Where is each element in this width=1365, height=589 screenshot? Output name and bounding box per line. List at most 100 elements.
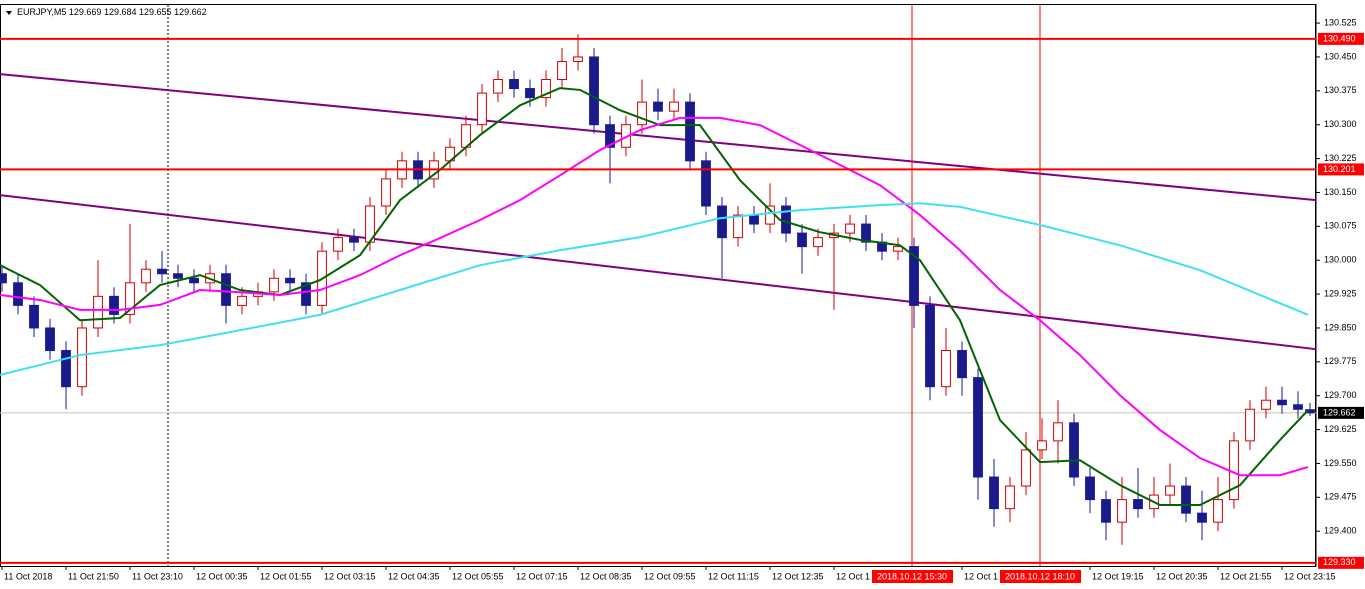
candle-body — [1117, 499, 1127, 523]
current-price-label: 129.662 — [1323, 407, 1356, 417]
x-tick-label: 12 Oct 20:35 — [1156, 571, 1208, 581]
y-tick-label: 130.075 — [1324, 221, 1357, 231]
y-tick-label: 129.925 — [1324, 288, 1357, 298]
candle-body — [349, 237, 359, 243]
time-marker-label: 2018.10.12 18:10 — [1005, 571, 1075, 581]
candle-body — [301, 282, 311, 306]
candle-body — [1197, 512, 1207, 523]
header-high: 129.684 — [104, 7, 137, 17]
x-tick-label: 11 Oct 2018 — [4, 571, 52, 581]
y-tick-label: 129.625 — [1324, 424, 1357, 434]
time-marker-box — [872, 570, 953, 583]
trend-line — [0, 73, 1317, 202]
candle-body — [685, 101, 695, 162]
candle-body — [1005, 485, 1015, 510]
y-tick-label: 130.450 — [1324, 51, 1357, 61]
header-close: 129.662 — [174, 7, 207, 17]
moving-average — [0, 202, 1309, 376]
candle-body — [285, 277, 295, 284]
y-tick-label: 129.700 — [1324, 390, 1357, 400]
candle-body — [525, 88, 535, 99]
y-tick-label: 130.375 — [1324, 85, 1357, 95]
candle-body — [29, 304, 39, 329]
candle-body — [589, 56, 599, 126]
candle-body — [45, 327, 55, 352]
candle-body — [605, 124, 615, 148]
candle-body — [749, 214, 759, 225]
candle-body — [541, 79, 551, 99]
candle-body — [781, 205, 791, 234]
x-tick-label: 12 Oct 05:55 — [452, 571, 504, 581]
candle-body — [1181, 485, 1191, 514]
candle-body — [141, 268, 151, 284]
candle-body — [0, 273, 7, 284]
level-label: 130.201 — [1323, 164, 1356, 174]
level-label: 129.330 — [1323, 557, 1356, 567]
candle-body — [845, 223, 855, 234]
candle-body — [509, 79, 519, 90]
candle-body — [1213, 499, 1223, 523]
x-tick-label: 12 Oct 19:15 — [1092, 571, 1144, 581]
current-price-box — [1318, 406, 1364, 419]
time-marker-box — [1000, 570, 1081, 583]
candle-body — [637, 101, 647, 126]
y-tick-label: 130.150 — [1324, 187, 1357, 197]
candle-body — [157, 268, 167, 275]
candle-body — [13, 282, 23, 306]
x-tick-label: 12 Oct 03:15 — [324, 571, 376, 581]
candle-body — [653, 101, 663, 112]
candle-body — [573, 56, 583, 62]
x-tick-label: 12 Oct 08:35 — [580, 571, 632, 581]
candle-body — [717, 205, 727, 239]
symbol: EURJPY,M5 — [17, 7, 66, 17]
x-tick-label: 12 Oct 07:15 — [516, 571, 568, 581]
candle-body — [333, 237, 343, 252]
candle-body — [893, 246, 903, 252]
candle-body — [1165, 485, 1175, 496]
candle-body — [669, 101, 679, 112]
y-tick-label: 130.300 — [1324, 119, 1357, 129]
menu-triangle[interactable] — [6, 11, 12, 15]
candle-body — [973, 377, 983, 478]
x-tick-label: 11 Oct 21:50 — [68, 571, 119, 581]
candle-body — [1293, 404, 1303, 410]
candle-body — [1245, 408, 1255, 442]
candle-body — [221, 273, 231, 306]
y-tick-label: 130.525 — [1324, 17, 1357, 27]
candle-body — [909, 246, 919, 306]
trend-line — [0, 194, 1317, 351]
candle-body — [1277, 399, 1287, 406]
candle-body — [861, 223, 871, 243]
x-tick-label: 12 Oct 04:35 — [388, 571, 440, 581]
candle-body — [125, 282, 135, 315]
candle-body — [381, 178, 391, 207]
y-tick-label: 130.000 — [1324, 255, 1357, 265]
candle-body — [989, 476, 999, 510]
x-tick-label: 12 Oct 1 — [836, 571, 870, 581]
candle-body — [701, 160, 711, 207]
candle-body — [61, 350, 71, 388]
y-tick-label: 129.775 — [1324, 356, 1357, 366]
x-tick-label: 12 Oct 11:15 — [708, 571, 759, 581]
level-label-box — [1318, 32, 1364, 45]
y-tick-label: 129.850 — [1324, 322, 1357, 332]
moving-average — [0, 116, 1309, 477]
x-tick-label: 12 Oct 23:15 — [1284, 571, 1336, 581]
candle-body — [1133, 499, 1143, 510]
candle-body — [557, 60, 567, 81]
level-label-box — [1318, 556, 1364, 569]
candle-body — [813, 237, 823, 248]
candle-body — [109, 295, 119, 315]
candle-body — [1085, 476, 1095, 501]
y-tick-label: 130.225 — [1324, 153, 1357, 163]
moving-average — [0, 87, 1309, 507]
candle-body — [1069, 422, 1079, 478]
x-tick-label: 11 Oct 23:10 — [132, 571, 183, 581]
x-tick-label: 12 Oct 01:55 — [260, 571, 312, 581]
candle-body — [77, 327, 87, 388]
candle-body — [493, 79, 503, 94]
level-label: 130.490 — [1323, 33, 1356, 43]
header-open: 129.669 — [69, 7, 102, 17]
